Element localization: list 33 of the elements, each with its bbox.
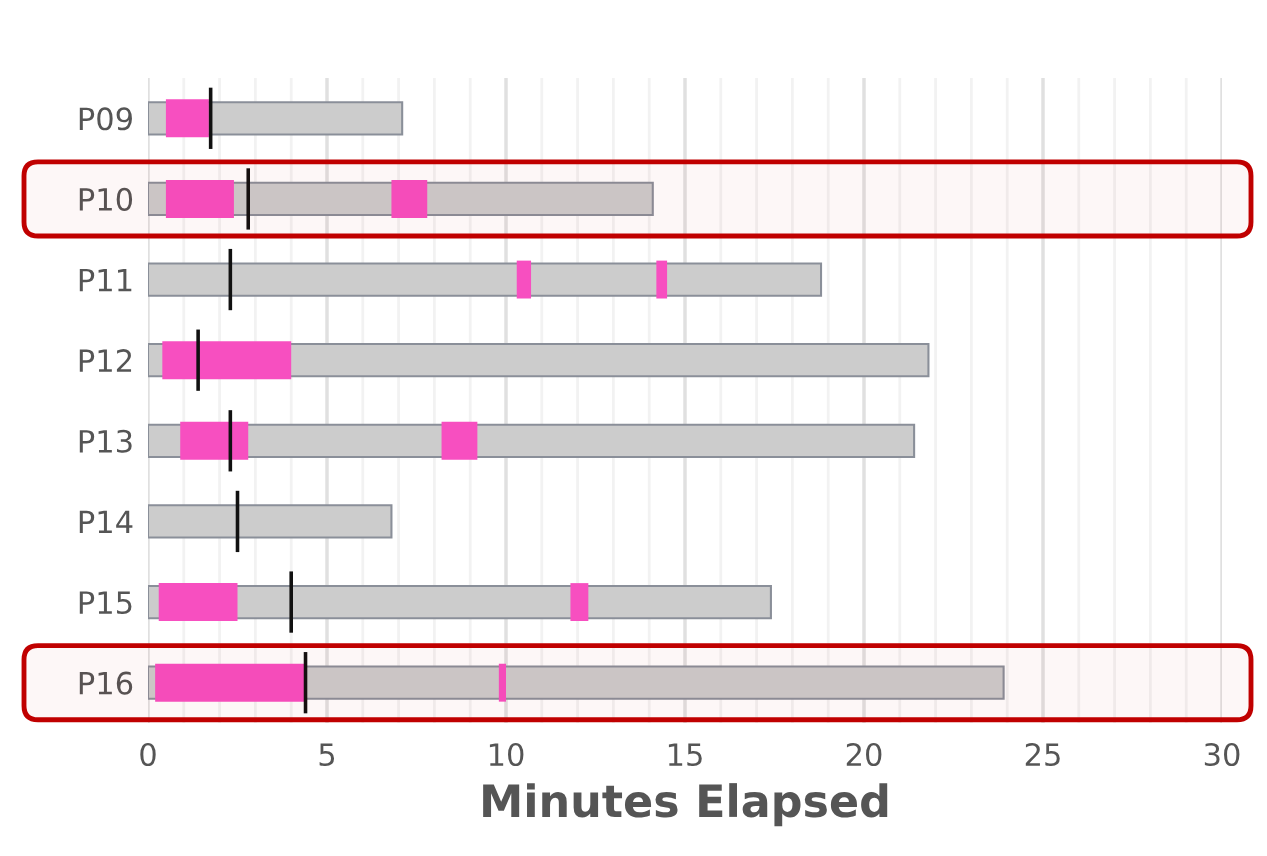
bar xyxy=(165,99,209,138)
bar xyxy=(516,260,532,299)
y-tick-label: P10 xyxy=(79,187,133,211)
bar xyxy=(498,663,506,702)
x-tick-label: 30 xyxy=(1204,742,1240,767)
y-tick-label: P14 xyxy=(79,510,133,534)
x-tick-label: 15 xyxy=(668,743,702,767)
x-tick-label: 25 xyxy=(1025,742,1060,767)
y-tick-label: P13 xyxy=(79,429,132,453)
y-tick-label: P16 xyxy=(79,671,133,695)
bar xyxy=(155,663,306,702)
y-tick-label: P15 xyxy=(79,591,132,615)
bar xyxy=(148,262,823,297)
bar xyxy=(391,179,428,218)
bar xyxy=(148,504,393,539)
bar xyxy=(246,168,251,230)
x-axis-title: Minutes Elapsed xyxy=(483,783,888,827)
x-tick-label: 20 xyxy=(846,742,882,767)
bar xyxy=(180,421,249,460)
bar xyxy=(165,179,234,218)
bar xyxy=(441,421,478,460)
bar xyxy=(162,341,292,380)
bar xyxy=(196,329,200,391)
y-tick-label: P11 xyxy=(79,268,132,292)
bar xyxy=(158,583,238,622)
bar xyxy=(570,583,589,622)
x-tick-label: 5 xyxy=(319,743,335,767)
bar xyxy=(289,571,293,633)
x-tick-label: 10 xyxy=(489,742,524,767)
bar xyxy=(656,260,668,299)
y-tick-label: P12 xyxy=(79,349,132,372)
y-tick-label: P09 xyxy=(79,107,132,131)
x-tick-label: 0 xyxy=(140,742,156,767)
